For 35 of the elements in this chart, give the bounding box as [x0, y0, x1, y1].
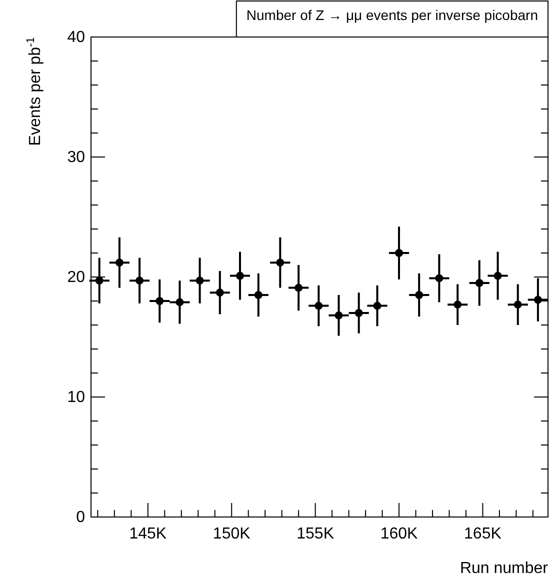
- y-tick-label: 20: [67, 269, 86, 286]
- point: [373, 302, 382, 310]
- point: [454, 300, 462, 309]
- y-tick-label: 30: [67, 149, 86, 166]
- point: [236, 272, 244, 280]
- point: [494, 272, 502, 280]
- point: [475, 279, 484, 287]
- point: [294, 284, 303, 292]
- point: [254, 291, 262, 299]
- x-axis-title: Run number: [460, 560, 549, 577]
- point: [435, 274, 444, 282]
- x-tick-label: 145K: [129, 525, 167, 542]
- point: [514, 300, 522, 309]
- point: [196, 276, 204, 285]
- point: [156, 297, 164, 305]
- y-tick-label: 10: [67, 389, 86, 406]
- point: [276, 258, 284, 267]
- chart-title: Number of Z → μμ events per inverse picobarn: [246, 7, 538, 23]
- point: [334, 311, 343, 320]
- point: [314, 302, 323, 310]
- point: [216, 288, 224, 297]
- y-tick-label: 40: [67, 29, 86, 46]
- point: [95, 276, 104, 285]
- point: [115, 258, 124, 267]
- x-tick-label: 160K: [380, 525, 418, 542]
- point: [395, 249, 404, 257]
- x-tick-label: 150K: [212, 525, 251, 542]
- x-tick-label: 165K: [464, 525, 502, 542]
- point: [354, 309, 363, 317]
- point: [534, 296, 542, 304]
- point: [136, 276, 144, 285]
- point: [176, 298, 184, 306]
- y-tick-label: 0: [76, 509, 86, 526]
- point: [415, 291, 424, 299]
- x-tick-label: 155K: [296, 525, 334, 542]
